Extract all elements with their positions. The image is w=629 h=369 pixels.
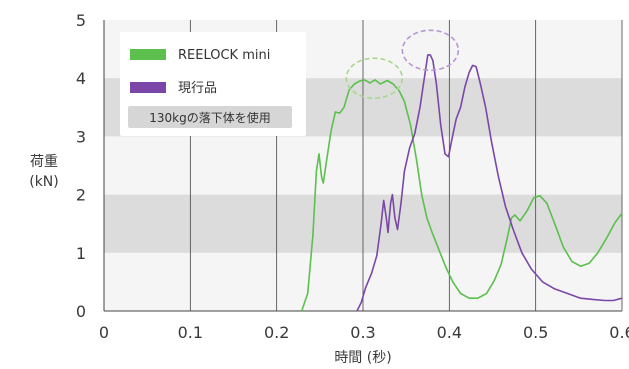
x-axis-label: 時間 (秒) — [334, 350, 391, 366]
x-tick-label-1: 0.1 — [178, 323, 203, 342]
x-tick-label-2: 0.2 — [264, 323, 289, 342]
x-tick-label-6: 0.6 — [609, 323, 629, 342]
note-box — [128, 106, 292, 128]
legend-label-current: 現行品 — [178, 81, 217, 96]
y-tick-label-4: 4 — [76, 69, 86, 88]
legend-label-reelock: REELOCK mini — [178, 48, 270, 63]
x-ticks: 0 0.1 0.2 0.3 0.4 0.5 0.6 — [99, 323, 629, 342]
legend-swatch-current — [130, 82, 166, 93]
x-tick-label-5: 0.5 — [523, 323, 548, 342]
y-tick-label-3: 3 — [76, 127, 86, 146]
y-tick-label-0: 0 — [76, 302, 86, 321]
legend-swatch-reelock — [130, 49, 166, 60]
x-tick-label-0: 0 — [99, 323, 109, 342]
note-text: 130kgの落下体を使用 — [149, 110, 270, 125]
x-tick-label-4: 0.4 — [437, 323, 462, 342]
series-line-reelock — [300, 79, 623, 312]
y-axis-label: 荷重 — [30, 154, 58, 170]
y-ticks: 0 1 2 3 4 5 — [76, 11, 86, 321]
x-tick-label-3: 0.3 — [350, 323, 375, 342]
y-tick-label-5: 5 — [76, 11, 86, 30]
legend: REELOCK mini 現行品 130kgの落下体を使用 — [120, 32, 306, 136]
highlight-layer — [345, 29, 460, 99]
series-line-current — [356, 54, 623, 312]
y-tick-label-1: 1 — [76, 244, 86, 263]
y-tick-label-2: 2 — [76, 186, 86, 205]
y-axis-unit: (kN) — [29, 174, 59, 190]
series-layer — [300, 54, 623, 312]
peak-highlight-0 — [345, 57, 404, 99]
peak-highlight-1 — [401, 29, 460, 72]
